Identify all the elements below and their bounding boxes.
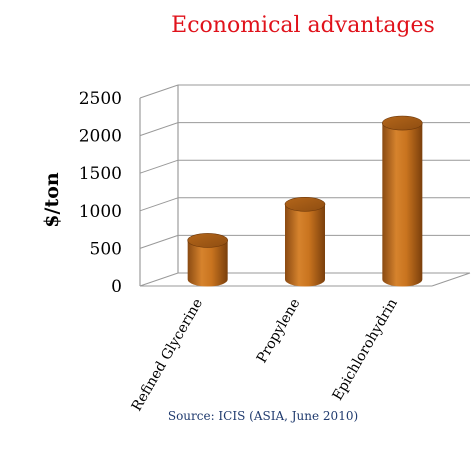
x-tick-label: Propylene [254, 296, 304, 366]
x-tick-label: Epichlorohydrin [330, 296, 401, 403]
bar-body [382, 123, 423, 287]
gridline-side [139, 122, 179, 137]
bar-body [187, 240, 228, 287]
gridline-side [139, 197, 179, 212]
y-tick-label: 0 [111, 277, 122, 297]
bar [382, 115, 423, 287]
y-tick-label: 1000 [79, 202, 122, 222]
floor-right-edge [431, 272, 471, 287]
bar-body [285, 204, 325, 287]
x-tick-labels: Refined Glycerine Propylene Epichlorohydri… [129, 296, 401, 414]
y-tick-label: 1500 [79, 164, 122, 184]
y-tick-label: 2500 [79, 89, 122, 109]
gridline-side [139, 159, 179, 174]
bar-top [284, 197, 326, 212]
y-tick-label: 2000 [79, 127, 122, 147]
y-axis-label: $/ton [41, 172, 63, 228]
bars [187, 115, 423, 287]
bar-top [187, 233, 228, 248]
y-tick-labels: 0 500 1000 1500 2000 2500 [79, 89, 122, 297]
source-note: Source: ICIS (ASIA, June 2010) [168, 409, 358, 423]
gridline-side [139, 84, 179, 99]
y-tick-label: 500 [90, 239, 122, 259]
bar [187, 233, 228, 287]
bar-top [382, 115, 423, 131]
x-tick-label: Refined Glycerine [129, 296, 206, 414]
gridline-side [139, 272, 179, 287]
bar [284, 197, 326, 287]
chart-title: Economical advantages [171, 13, 435, 38]
gridline-side [139, 234, 179, 249]
